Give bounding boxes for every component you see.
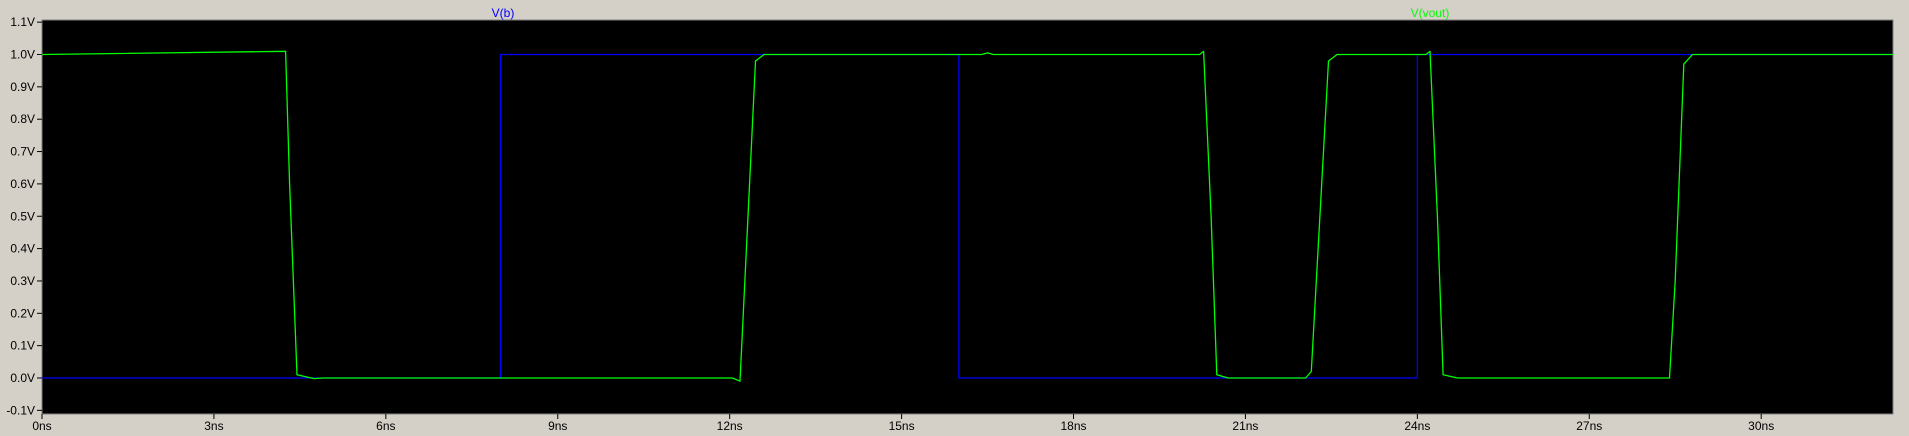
plot-area[interactable] (41, 19, 1894, 415)
y-tick-label: 0.5V (10, 209, 35, 223)
x-axis: 0ns 3ns 6ns 9ns 12ns 15ns 18ns 21ns 24ns 27ns 30ns (32, 414, 1774, 433)
x-tick-label: 27ns (1576, 419, 1602, 433)
y-tick-label: 0.1V (10, 339, 35, 353)
x-tick-label: 3ns (204, 419, 223, 433)
series-line-v-vout-[interactable] (41, 50, 1893, 382)
x-tick-label: 15ns (889, 419, 915, 433)
x-tick-label: 0ns (32, 419, 51, 433)
x-tick-label: 21ns (1232, 419, 1258, 433)
y-tick-label: 0.3V (10, 274, 35, 288)
x-tick-label: 6ns (376, 419, 395, 433)
x-tick-label: 18ns (1061, 419, 1087, 433)
y-tick-label: 0.2V (10, 306, 35, 320)
x-tick-label: 30ns (1748, 419, 1774, 433)
legend-entry-v-vout-[interactable]: V(vout) (1411, 6, 1450, 20)
series-line-v-b-[interactable] (42, 53, 1893, 379)
y-tick-label: -0.1V (6, 403, 35, 417)
y-tick-label: 0.0V (10, 371, 35, 385)
legend-entry-v-b-[interactable]: V(b) (492, 6, 515, 20)
legend: V(b) V(vout) (492, 6, 1450, 20)
y-tick-label: 1.1V (10, 15, 35, 29)
traces (41, 50, 1893, 382)
y-tick-label: 0.6V (10, 177, 35, 191)
y-tick-label: 0.8V (10, 112, 35, 126)
y-tick-label: 1.0V (10, 48, 35, 62)
y-tick-label: 0.7V (10, 145, 35, 159)
y-tick-label: 0.4V (10, 242, 35, 256)
x-tick-label: 12ns (717, 419, 743, 433)
y-tick-label: 0.9V (10, 80, 35, 94)
x-tick-label: 24ns (1404, 419, 1430, 433)
y-axis: 1.1V 1.0V 0.9V 0.8V 0.7V 0.6V 0.5V 0.4V 0.3V 0.2V… (6, 15, 42, 417)
x-tick-label: 9ns (548, 419, 567, 433)
